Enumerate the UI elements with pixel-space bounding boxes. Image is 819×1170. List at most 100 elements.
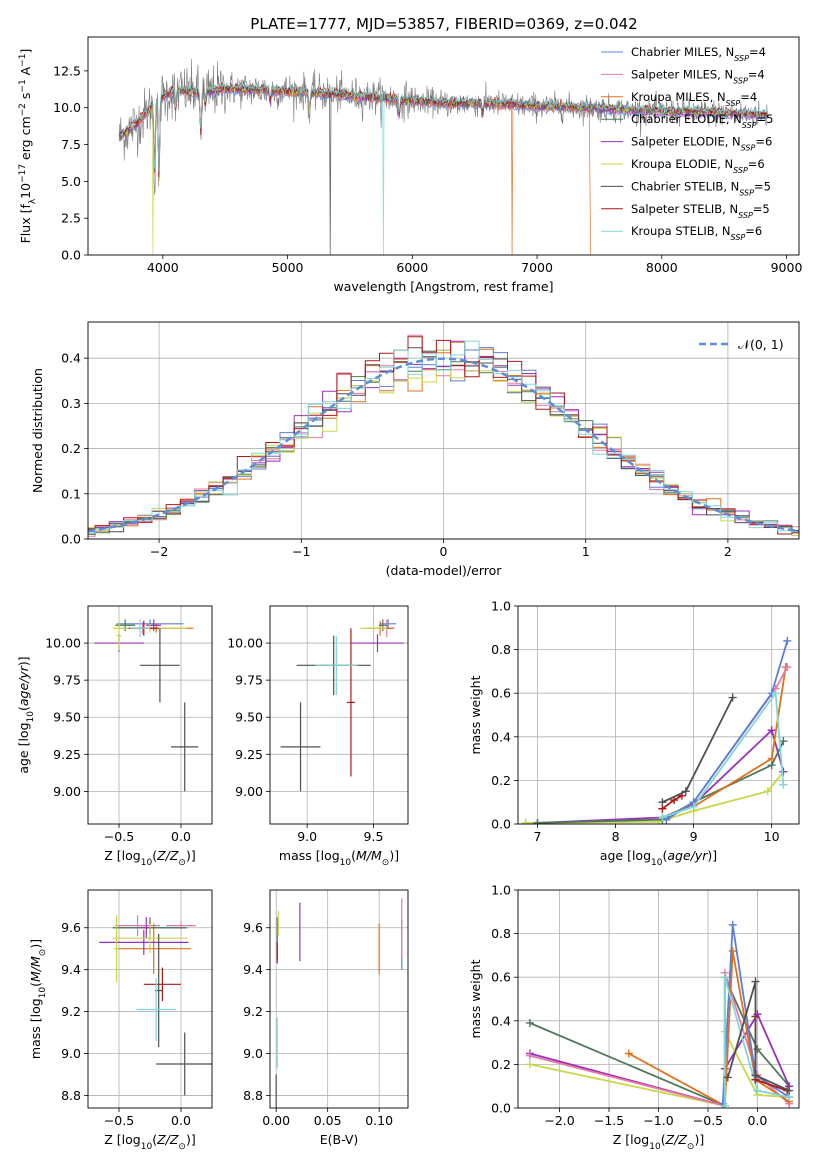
y-tick-label: 5.0	[61, 174, 81, 189]
x-tick-label: 9.0	[297, 829, 317, 844]
x-axis-label: Z [log10(Z/Z⊙)]	[613, 1132, 704, 1152]
x-tick-label: 6000	[396, 260, 428, 275]
plot-area-residuals	[88, 334, 799, 539]
y-tick-label: 0.4	[61, 351, 81, 366]
y-axis-label: mass weight	[468, 675, 483, 754]
legend-entry-chabrier-elodie: Chabrier ELODIE, NSSP=5	[631, 112, 773, 130]
x-tick-label: −2	[150, 544, 168, 559]
y-tick-label: 0.6	[491, 970, 511, 985]
x-axis-label: mass [log10(M/M⊙)]	[279, 848, 399, 868]
panel-residuals: −2 −1 0 1 2 0.0 0.1 0.2 0.3 0.4 (data-model)/error…	[30, 321, 800, 578]
y-tick-label: 9.50	[235, 710, 263, 725]
panel-age-vs-mass: 9.0 9.5 9.00 9.25 9.50 9.75 10.00 mass [log10(M…	[227, 605, 409, 868]
x-tick-label: −1.0	[643, 1113, 673, 1128]
weight-marker-kroupa-elodie	[763, 787, 772, 796]
weight-marker-kroupa-stelib	[658, 813, 667, 822]
y-tick-label: 1.0	[491, 599, 511, 614]
y-tick-label: 2.5	[61, 211, 81, 226]
errorbar-chabrier-elodie	[378, 619, 387, 632]
y-tick-label: 0.8	[491, 642, 511, 657]
x-tick-label: 8000	[646, 260, 678, 275]
x-tick-label: 1	[582, 544, 590, 559]
y-axis-label: mass [log10(M/M⊙)]	[28, 939, 48, 1059]
weight-marker-chabrier-elodie	[779, 737, 788, 746]
legend-entry-salpeter-miles: Salpeter MILES, NSSP=4	[631, 67, 765, 85]
y-tick-label: 9.6	[243, 920, 263, 935]
y-tick-label: 8.8	[243, 1088, 263, 1103]
x-tick-label: 0.0	[747, 1113, 767, 1128]
weight-marker-kroupa-miles	[624, 1049, 633, 1058]
errorbar-salpeter-elodie	[99, 929, 189, 955]
model-line-kroupa-stelib	[119, 81, 768, 255]
legend-entry-salpeter-stelib: Salpeter STELIB, NSSP=5	[631, 202, 770, 220]
y-tick-label: 10.00	[45, 636, 81, 651]
errorbar-kroupa-elodie	[116, 620, 122, 651]
weight-marker-chabrier-stelib	[681, 787, 690, 796]
y-tick-label: 10.0	[53, 100, 81, 115]
y-tick-label: 9.75	[235, 673, 263, 688]
x-tick-label: 9000	[771, 260, 803, 275]
errorbar-chabrier-stelib	[156, 1032, 212, 1096]
x-axis-label: (data-model)/error	[386, 563, 503, 578]
legend-entry-kroupa-stelib: Kroupa STELIB, NSSP=6	[631, 224, 762, 242]
y-tick-label: 0.6	[491, 686, 511, 701]
panel-spectrum: 4000 5000 6000 7000 8000 9000 0.0 2.5 5.0 7.5 10.0…	[18, 36, 803, 294]
weight-marker-kroupa-elodie	[521, 818, 530, 824]
plot-area-age-vs-z	[94, 619, 199, 792]
weight-marker-kroupa-stelib	[689, 802, 698, 811]
errorbar-kroupa-elodie	[112, 923, 188, 953]
errorbar-kroupa-elodie	[114, 915, 119, 983]
panel-weight-vs-z: −2.0 −1.5 −1.0 −0.5 0.0 0.0 0.2 0.4 0.6 0.8 1.0 Z […	[468, 883, 800, 1152]
y-tick-label: 0.8	[491, 926, 511, 941]
weight-marker-chabrier-stelib	[751, 1071, 760, 1080]
errorbar-kroupa-stelib	[136, 978, 177, 1041]
x-axis-label: Z [log10(Z/Z⊙)]	[104, 848, 195, 868]
legend-entry-kroupa-miles: Kroupa MILES, NSSP=4	[631, 90, 757, 108]
errorbar-chabrier-elodie	[115, 619, 136, 632]
weight-marker-chabrier-stelib	[723, 1073, 732, 1082]
x-axis-label: wavelength [Angstrom, rest frame]	[333, 279, 553, 294]
errorbar-kroupa-stelib	[130, 619, 150, 638]
x-tick-label: 0.00	[262, 1113, 290, 1128]
x-tick-label: −1.5	[594, 1113, 624, 1128]
x-tick-label: 8	[612, 829, 620, 844]
weight-marker-chabrier-elodie	[525, 1018, 534, 1027]
x-tick-label: 10	[764, 829, 780, 844]
panel-age-vs-z: −0.5 0.0 9.00 9.25 9.50 9.75 10.00 Z [log10(Z/Z…	[16, 605, 213, 868]
errorbar-salpeter-miles	[166, 921, 196, 930]
x-tick-label: 0.10	[365, 1113, 393, 1128]
y-tick-label: 12.5	[53, 63, 81, 78]
y-tick-label: 9.00	[235, 784, 263, 799]
y-tick-label: 0.4	[491, 729, 511, 744]
weight-marker-kroupa-miles	[728, 947, 737, 956]
weight-marker-chabrier-stelib	[728, 693, 737, 702]
y-tick-label: 9.2	[243, 1004, 263, 1019]
weight-marker-kroupa-stelib	[720, 1101, 729, 1108]
weight-marker-kroupa-elodie	[525, 1060, 534, 1069]
axes-frame	[87, 36, 800, 256]
x-tick-label: 7	[534, 829, 542, 844]
errorbar-salpeter-stelib	[346, 628, 355, 777]
x-tick-label: 0.0	[171, 1113, 191, 1128]
weight-line-chabrier-stelib	[662, 697, 734, 804]
x-tick-label: 0.0	[171, 829, 191, 844]
axes-frame	[517, 605, 800, 825]
panel-mass-vs-z: −0.5 0.0 8.8 9.0 9.2 9.4 9.6 Z [log10(Z/Z⊙)] mas…	[28, 889, 213, 1152]
weight-marker-kroupa-stelib	[779, 780, 788, 789]
plot-area-weight-vs-age	[521, 636, 792, 824]
weight-marker-chabrier-stelib	[751, 977, 760, 986]
model-line-kroupa-miles	[119, 86, 592, 255]
x-tick-label: 9.5	[364, 829, 384, 844]
y-tick-label: 9.4	[61, 962, 81, 977]
y-tick-label: 0.2	[491, 773, 511, 788]
y-tick-label: 1.0	[491, 883, 511, 898]
y-tick-label: 9.25	[53, 747, 81, 762]
y-tick-label: 9.25	[235, 747, 263, 762]
weight-line-kroupa-stelib	[662, 690, 785, 819]
errorbar-kroupa-elodie	[360, 620, 387, 636]
legend-entry-chabrier-stelib: Chabrier STELIB, NSSP=5	[631, 179, 771, 197]
weight-marker-kroupa-stelib	[720, 973, 729, 982]
errorbar-chabrier-stelib	[171, 702, 199, 792]
axes-frame	[517, 889, 800, 1109]
